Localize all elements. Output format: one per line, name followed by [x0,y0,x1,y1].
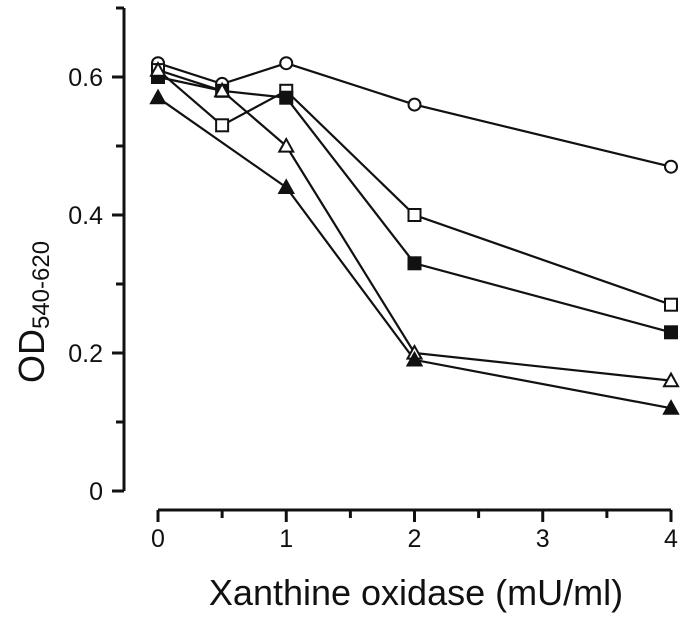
data-point [279,56,294,71]
series-line [157,75,672,334]
y-axis-title-main: OD [11,329,52,383]
x-tick-label: 2 [408,525,422,553]
y-tick-label: 0 [89,478,103,506]
data-point [664,159,678,174]
data-point [407,97,422,112]
data-point [277,136,295,153]
data-point [149,88,167,105]
data-point [277,178,295,194]
data-point [213,81,231,98]
y-tick-label: 0.2 [68,340,103,368]
series-triangle-open [157,69,672,382]
x-tick-label: 4 [664,525,678,553]
markers-triangle-filled [149,88,680,415]
x-axis-title: Xanthine oxidase (mU/ml) [209,572,623,613]
x-tick-label: 3 [536,525,550,553]
data-point [407,208,422,222]
data-point [405,350,424,367]
y-tick-label: 0.6 [68,64,103,92]
y-tick-label: 0.4 [68,202,103,230]
data-point [664,325,678,340]
data-point [215,118,230,133]
data-point [662,399,680,415]
y-axis-title-sub: 540-620 [28,241,55,329]
data-point [149,61,167,77]
data-point [664,297,678,312]
data-point [407,256,422,271]
axes [122,8,671,512]
series-group [149,56,680,415]
x-tick-label: 0 [151,525,165,553]
series-line [157,96,672,410]
x-tick-label: 1 [279,525,293,553]
markers-circle-open [151,56,678,174]
y-ticks: 0 0.2 0.4 0.6 [68,6,124,506]
data-point [662,371,680,388]
x-ticks: 0 1 2 3 4 [151,510,678,553]
series-square-filled [157,75,672,334]
series-triangle-filled [157,96,672,410]
data-point [279,90,294,105]
y-axis-title: OD540-620 [11,241,55,383]
series-line [157,69,672,382]
